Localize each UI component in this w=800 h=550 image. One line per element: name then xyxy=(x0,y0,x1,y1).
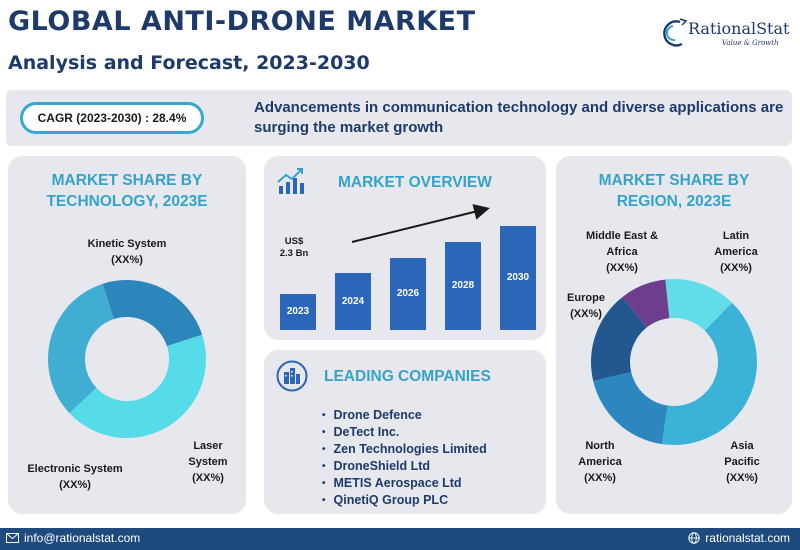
kinetic-system-name: Kinetic System xyxy=(87,238,167,250)
market-value-currency: US$ xyxy=(284,236,304,247)
market-overview-title: MARKET OVERVIEW xyxy=(338,174,492,191)
latin-america-label: Latin America (XX%) xyxy=(704,228,768,276)
laser-system-name-line1: Laser xyxy=(193,440,223,452)
latin-america-name-line1: Latin xyxy=(722,230,750,242)
footer-website-link[interactable]: rationalstat.com xyxy=(688,531,790,545)
laser-system-label: Laser System (XX%) xyxy=(170,438,246,486)
technology-slice-1 xyxy=(47,283,115,414)
europe-name: Europe xyxy=(567,292,605,304)
logo-tagline: Value & Growth xyxy=(722,39,779,47)
region-donut-chart xyxy=(591,279,757,445)
technology-slice-0 xyxy=(69,334,207,439)
technology-donut-chart xyxy=(47,280,207,439)
bar-year-label: 2028 xyxy=(451,280,475,291)
page-subtitle: Analysis and Forecast, 2023-2030 xyxy=(8,52,370,74)
mea-name-line1: Middle East & xyxy=(585,230,659,242)
mea-label: Middle East & Africa (XX%) xyxy=(572,228,672,276)
region-slice-4 xyxy=(622,279,670,328)
bar-year-label: 2024 xyxy=(341,296,365,307)
asia-pacific-name-line2: Pacific xyxy=(724,456,760,468)
region-title-line1: MARKET SHARE BY xyxy=(598,172,750,189)
banner-statement: Advancements in communication technology… xyxy=(254,99,784,136)
electronic-system-value: (XX%) xyxy=(59,479,91,491)
north-america-value: (XX%) xyxy=(584,472,616,484)
list-item: Drone Defence xyxy=(322,407,487,424)
technology-title-line2: TECHNOLOGY, 2023E xyxy=(46,193,208,210)
email-icon xyxy=(6,533,19,543)
technology-slice-2 xyxy=(102,280,203,347)
footer-website[interactable]: rationalstat.com xyxy=(705,531,790,545)
footer-email-link[interactable]: info@rationalstat.com xyxy=(6,531,140,545)
asia-pacific-value: (XX%) xyxy=(726,472,758,484)
brand-logo[interactable]: RationalStat Value & Growth xyxy=(660,16,790,56)
region-title-line2: REGION, 2023E xyxy=(616,193,732,210)
electronic-system-label: Electronic System (XX%) xyxy=(12,461,138,493)
bar-year-label: 2030 xyxy=(506,272,530,283)
bar-year-label: 2023 xyxy=(286,306,310,317)
latin-america-name-line2: America xyxy=(714,246,758,258)
growth-chart-icon xyxy=(277,168,304,194)
asia-pacific-label: Asia Pacific (XX%) xyxy=(712,438,772,486)
region-slice-3 xyxy=(591,296,647,381)
bar-year-label: 2026 xyxy=(396,288,420,299)
market-value-label: US$ 2.3 Bn xyxy=(274,236,314,260)
mea-value: (XX%) xyxy=(606,262,638,274)
electronic-system-name: Electronic System xyxy=(27,463,123,475)
technology-card-title: MARKET SHARE BY TECHNOLOGY, 2023E xyxy=(8,170,246,212)
region-slice-2 xyxy=(593,372,668,445)
laser-system-name-line2: System xyxy=(188,456,228,468)
footer-bar: info@rationalstat.com rationalstat.com xyxy=(0,528,800,550)
kinetic-system-label: Kinetic System (XX%) xyxy=(67,236,187,268)
leading-companies-title: LEADING COMPANIES xyxy=(324,368,491,385)
list-item: QinetiQ Group PLC xyxy=(322,492,487,509)
north-america-name-line1: North xyxy=(585,440,615,452)
bar-2028: 2028 xyxy=(445,242,481,330)
logo-name: RationalStat xyxy=(688,19,790,38)
page-title: GLOBAL ANTI-DRONE MARKET xyxy=(8,6,476,37)
cagr-badge: CAGR (2023-2030) : 28.4% xyxy=(20,102,204,134)
europe-value: (XX%) xyxy=(570,308,602,320)
europe-label: Europe (XX%) xyxy=(558,290,614,322)
region-slice-1 xyxy=(661,302,757,445)
bar-2026: 2026 xyxy=(390,258,426,330)
asia-pacific-name-line1: Asia xyxy=(730,440,754,452)
region-slice-0 xyxy=(665,279,733,331)
cagr-banner: CAGR (2023-2030) : 28.4% Advancements in… xyxy=(6,90,792,146)
trend-arrow xyxy=(351,204,490,243)
list-item: DeTect Inc. xyxy=(322,424,487,441)
laser-system-value: (XX%) xyxy=(192,472,224,484)
technology-share-card: MARKET SHARE BY TECHNOLOGY, 2023E Kineti… xyxy=(8,156,246,514)
north-america-label: North America (XX%) xyxy=(570,438,630,486)
latin-america-value: (XX%) xyxy=(720,262,752,274)
bar-2023: 2023 xyxy=(280,294,316,330)
kinetic-system-value: (XX%) xyxy=(111,254,143,266)
north-america-name-line2: America xyxy=(578,456,622,468)
logo-swoosh-icon xyxy=(663,18,688,47)
list-item: METIS Aerospace Ltd xyxy=(322,475,487,492)
market-value-amount: 2.3 Bn xyxy=(279,248,309,259)
region-card-title: MARKET SHARE BY REGION, 2023E xyxy=(556,170,792,212)
market-overview-card: MARKET OVERVIEW US$ 2.3 Bn 2023 2024 2026 2… xyxy=(264,156,546,340)
list-item: DroneShield Ltd xyxy=(322,458,487,475)
bar-2024: 2024 xyxy=(335,273,371,330)
mea-name-line2: Africa xyxy=(606,246,638,258)
list-item: Zen Technologies Limited xyxy=(322,441,487,458)
region-share-card: MARKET SHARE BY REGION, 2023E Middle Eas… xyxy=(556,156,792,514)
buildings-icon xyxy=(276,360,308,392)
companies-list: Drone Defence DeTect Inc. Zen Technologi… xyxy=(322,407,487,509)
bar-2030: 2030 xyxy=(500,226,536,330)
footer-email[interactable]: info@rationalstat.com xyxy=(24,531,141,545)
globe-icon xyxy=(688,532,700,544)
technology-title-line1: MARKET SHARE BY xyxy=(51,172,203,189)
